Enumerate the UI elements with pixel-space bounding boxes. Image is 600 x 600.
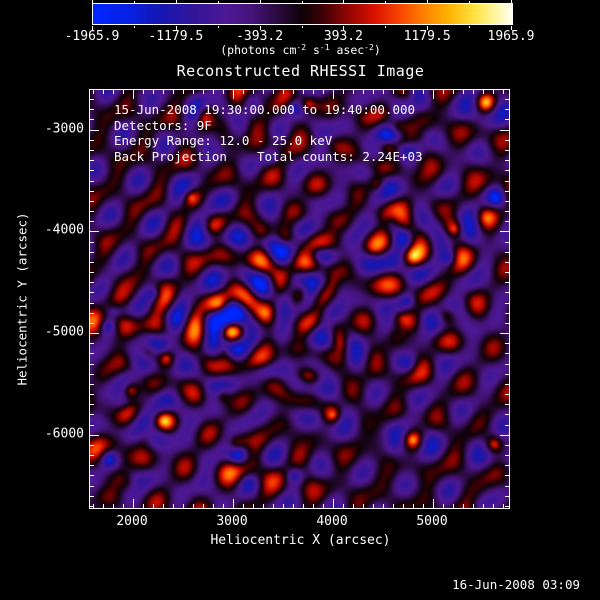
plot-area: 15-Jun-2008 19:30:00.000 to 19:40:00.000… bbox=[89, 89, 510, 509]
x-tick-label: 2000 bbox=[116, 514, 148, 529]
annotation-line: 15-Jun-2008 19:30:00.000 to 19:40:00.000 bbox=[114, 102, 416, 117]
units-text: ) bbox=[373, 43, 381, 57]
colorbar-major-tick bbox=[511, 26, 512, 30]
colorbar-minor-tick bbox=[469, 1, 471, 3]
observation-annotations: 15-Jun-2008 19:30:00.000 to 19:40:00.000… bbox=[114, 102, 423, 164]
colorbar-minor-tick bbox=[301, 26, 303, 28]
colorbar-tick-label: 393.2 bbox=[323, 29, 363, 44]
colorbar-units-label: (photons cm-2 s-1 asec-2) bbox=[90, 43, 511, 57]
x-tick-label: 5000 bbox=[416, 514, 448, 529]
colorbar-minor-tick bbox=[217, 1, 219, 3]
y-tick-label: -5000 bbox=[44, 324, 84, 340]
colorbar-minor-tick bbox=[469, 26, 471, 28]
y-axis-label: Heliocentric Y (arcsec) bbox=[14, 212, 30, 386]
rhessi-image-canvas bbox=[90, 90, 509, 508]
units-text: asec bbox=[329, 43, 365, 57]
chart-title: Reconstructed RHESSI Image bbox=[176, 62, 425, 80]
colorbar-minor-tick bbox=[385, 1, 387, 3]
units-superscript: -2 bbox=[296, 43, 307, 52]
colorbar-major-tick bbox=[175, 26, 177, 30]
units-text: (photons cm bbox=[220, 43, 297, 57]
colorbar-minor-tick bbox=[133, 26, 135, 28]
annotation-line: Detectors: 9F bbox=[114, 117, 212, 133]
footer-timestamp: 16-Jun-2008 03:09 bbox=[452, 577, 580, 592]
y-tick-label: -6000 bbox=[44, 426, 84, 442]
colorbar-major-tick bbox=[343, 0, 345, 3]
units-superscript: -1 bbox=[319, 43, 330, 52]
colorbar-minor-tick bbox=[301, 1, 303, 3]
colorbar-tick-label: 1179.5 bbox=[403, 29, 451, 44]
colorbar-minor-tick bbox=[385, 26, 387, 28]
units-text: s bbox=[306, 43, 320, 57]
y-tick-label: -4000 bbox=[44, 222, 84, 238]
colorbar bbox=[92, 3, 513, 25]
annotation-line: Energy Range: 12.0 - 25.0 keV bbox=[114, 133, 333, 148]
colorbar-major-tick bbox=[175, 0, 177, 3]
annotation-line: Back Projection Total counts: 2.24E+03 bbox=[114, 148, 423, 164]
units-superscript: -2 bbox=[364, 43, 374, 52]
y-tick-label: -3000 bbox=[44, 121, 84, 137]
colorbar-minor-tick bbox=[133, 1, 135, 3]
colorbar-major-tick bbox=[343, 26, 345, 30]
colorbar-major-tick bbox=[259, 0, 261, 3]
colorbar-major-tick bbox=[511, 0, 512, 3]
colorbar-tick-label: 1965.9 bbox=[487, 29, 535, 44]
x-axis-label: Heliocentric X (arcsec) bbox=[210, 533, 391, 548]
x-tick-label: 3000 bbox=[216, 514, 248, 529]
colorbar-major-tick bbox=[427, 0, 429, 3]
colorbar-major-tick bbox=[92, 26, 93, 30]
colorbar-minor-tick bbox=[217, 26, 219, 28]
axis-ticks bbox=[90, 90, 509, 508]
colorbar-tick-label: -1965.9 bbox=[64, 29, 120, 44]
colorbar-major-tick bbox=[92, 0, 93, 3]
colorbar-major-tick bbox=[427, 26, 429, 30]
colorbar-major-tick bbox=[259, 26, 261, 30]
x-tick-label: 4000 bbox=[316, 514, 348, 529]
colorbar-tick-label: -393.2 bbox=[236, 29, 284, 44]
colorbar-tick-label: -1179.5 bbox=[148, 29, 204, 44]
